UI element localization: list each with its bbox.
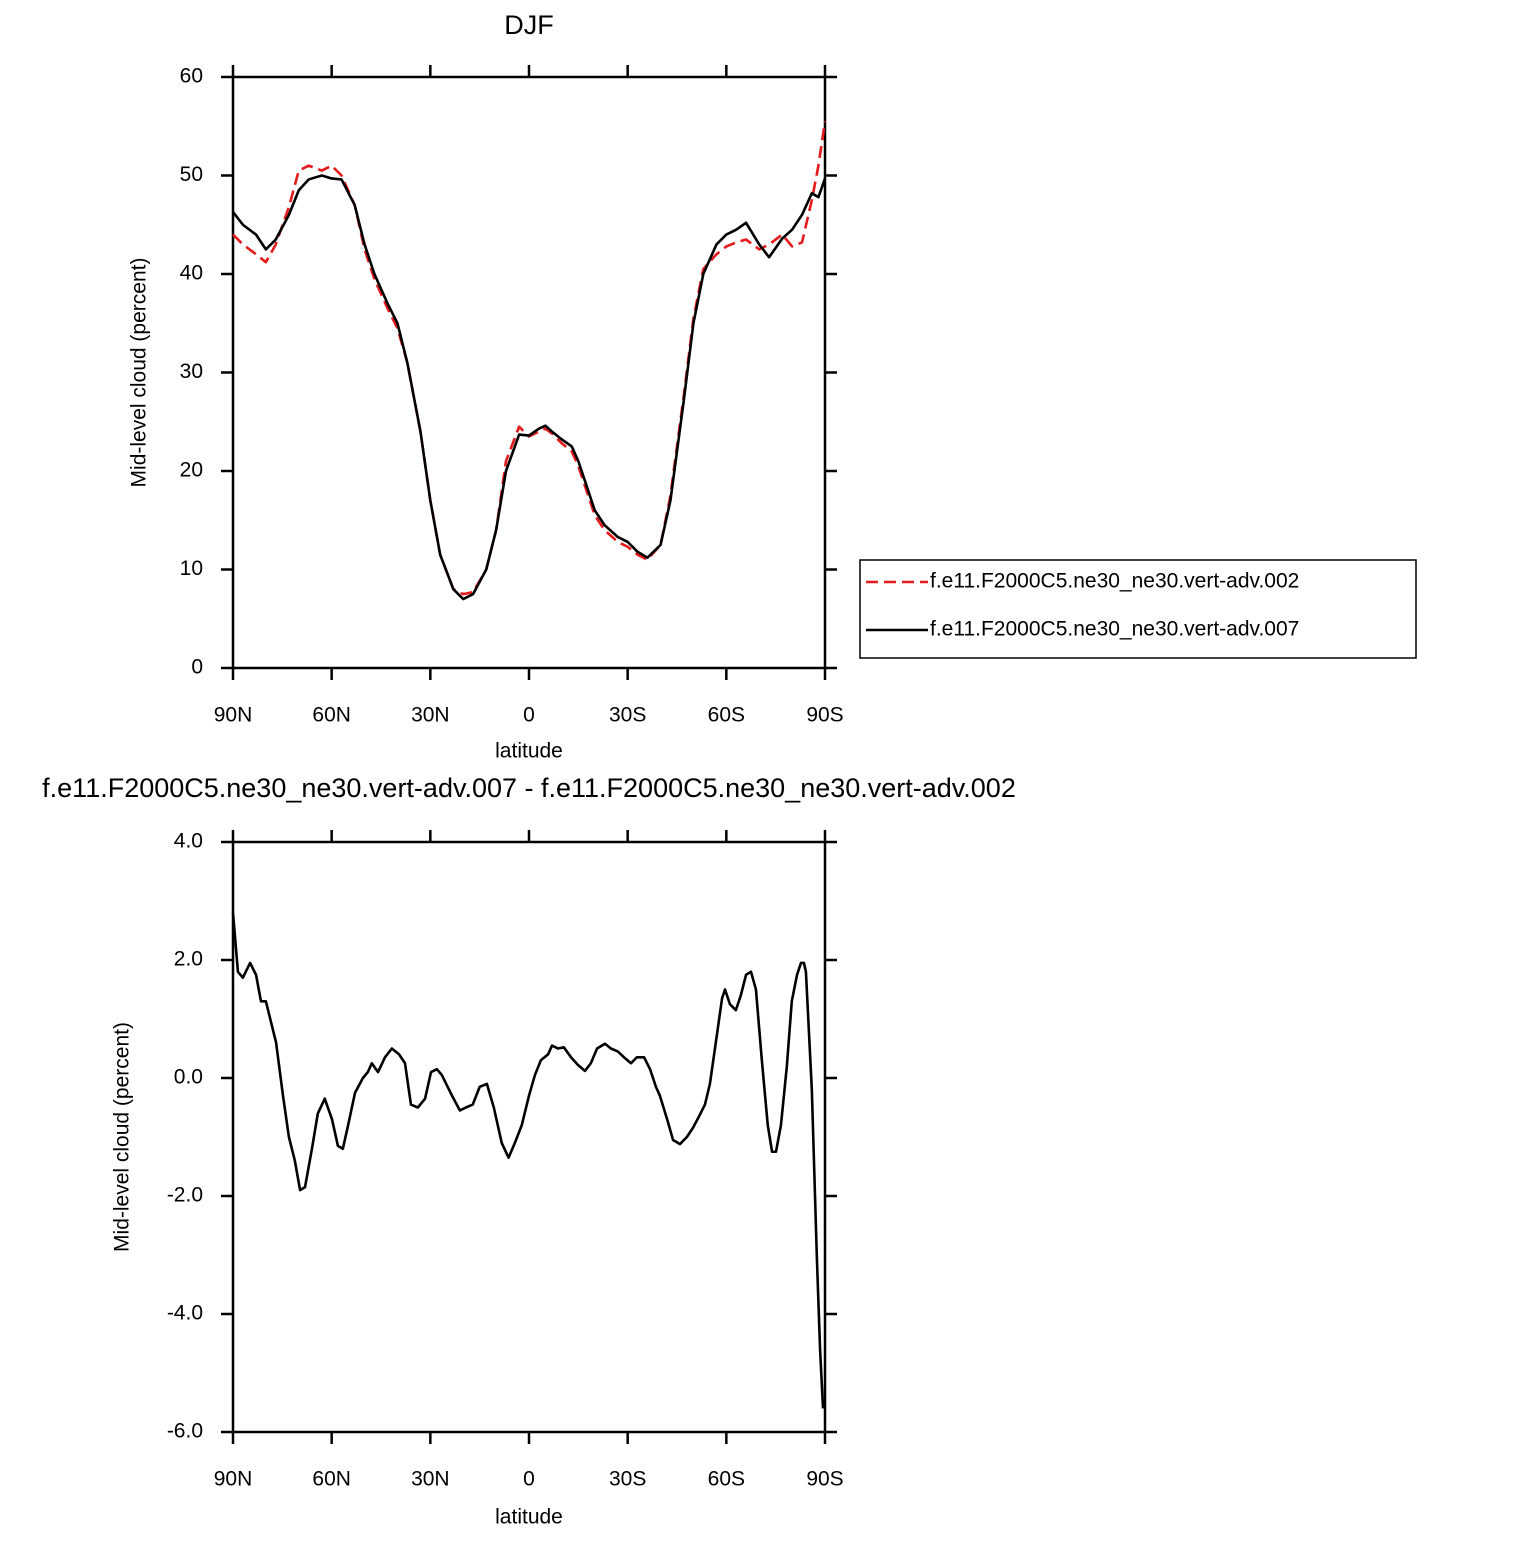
x-tick-label: 60N — [312, 1468, 351, 1491]
legend-label: f.e11.F2000C5.ne30_ne30.vert-adv.002 — [930, 570, 1299, 593]
x-tick-label: 30N — [411, 1468, 450, 1491]
x-tick-label: 90S — [806, 1468, 843, 1491]
y-tick-label: 4.0 — [174, 830, 203, 853]
y-tick-label: 2.0 — [174, 948, 203, 971]
y-tick-label: 50 — [180, 163, 203, 186]
plot-frame — [231, 840, 827, 1434]
x-tick-label: 60S — [708, 1468, 745, 1491]
y-tick-label: 0 — [191, 656, 203, 679]
x-tick-label: 90S — [806, 704, 843, 727]
x-tick-label: 30S — [609, 1468, 646, 1491]
x-tick-label: 30S — [609, 704, 646, 727]
x-tick-label: 0 — [523, 1468, 535, 1491]
legend-label: f.e11.F2000C5.ne30_ne30.vert-adv.007 — [930, 618, 1299, 641]
y-tick-label: 0.0 — [174, 1066, 203, 1089]
data-line — [231, 912, 825, 1409]
data-line — [231, 174, 827, 601]
y-tick-label: 60 — [180, 65, 203, 88]
x-axis-label: latitude — [495, 740, 563, 763]
legend-box — [859, 559, 1417, 659]
plot-frame — [231, 75, 827, 670]
x-axis-label: latitude — [495, 1506, 563, 1529]
y-tick-label: -2.0 — [167, 1184, 203, 1207]
x-tick-label: 30N — [411, 704, 450, 727]
y-tick-label: 30 — [180, 360, 203, 383]
x-tick-label: 0 — [523, 704, 535, 727]
chart-title: f.e11.F2000C5.ne30_ne30.vert-adv.007 - f… — [42, 773, 1016, 803]
y-axis-label: Mid-level cloud (percent) — [111, 1022, 134, 1252]
y-tick-label: 40 — [180, 262, 203, 285]
x-tick-label: 90N — [214, 704, 253, 727]
y-tick-label: -4.0 — [167, 1302, 203, 1325]
y-tick-label: 20 — [180, 459, 203, 482]
y-axis-label: Mid-level cloud (percent) — [128, 258, 151, 488]
x-tick-label: 60N — [312, 704, 351, 727]
data-line — [232, 121, 827, 596]
chart-title: DJF — [504, 10, 554, 40]
y-tick-label: 10 — [180, 557, 203, 580]
x-tick-label: 90N — [214, 1468, 253, 1491]
y-tick-label: -6.0 — [167, 1420, 203, 1443]
x-tick-label: 60S — [708, 704, 745, 727]
